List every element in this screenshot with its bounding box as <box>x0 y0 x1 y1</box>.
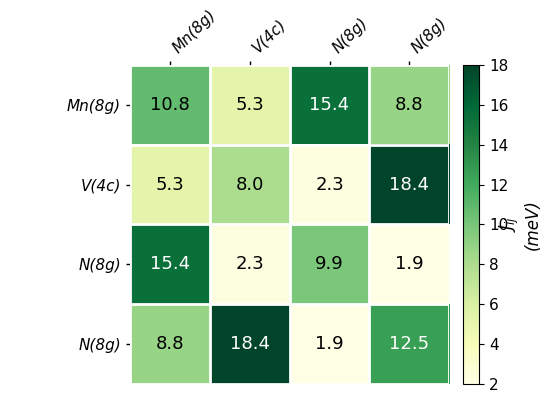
Text: 18.4: 18.4 <box>230 335 270 353</box>
Text: 5.3: 5.3 <box>156 176 184 194</box>
Text: 2.3: 2.3 <box>235 255 264 273</box>
Text: 1.9: 1.9 <box>315 335 344 353</box>
Text: 8.8: 8.8 <box>395 96 424 114</box>
Text: 12.5: 12.5 <box>389 335 430 353</box>
Text: 8.0: 8.0 <box>235 176 264 194</box>
Text: 9.9: 9.9 <box>315 255 344 273</box>
Text: 8.8: 8.8 <box>156 335 184 353</box>
Text: 2.3: 2.3 <box>315 176 344 194</box>
Text: 15.4: 15.4 <box>310 96 350 114</box>
Y-axis label: $J_{ij}$
(meV): $J_{ij}$ (meV) <box>498 199 542 250</box>
Text: 15.4: 15.4 <box>150 255 190 273</box>
Text: 10.8: 10.8 <box>150 96 190 114</box>
Text: 5.3: 5.3 <box>235 96 264 114</box>
Text: 18.4: 18.4 <box>389 176 430 194</box>
Text: 1.9: 1.9 <box>395 255 424 273</box>
